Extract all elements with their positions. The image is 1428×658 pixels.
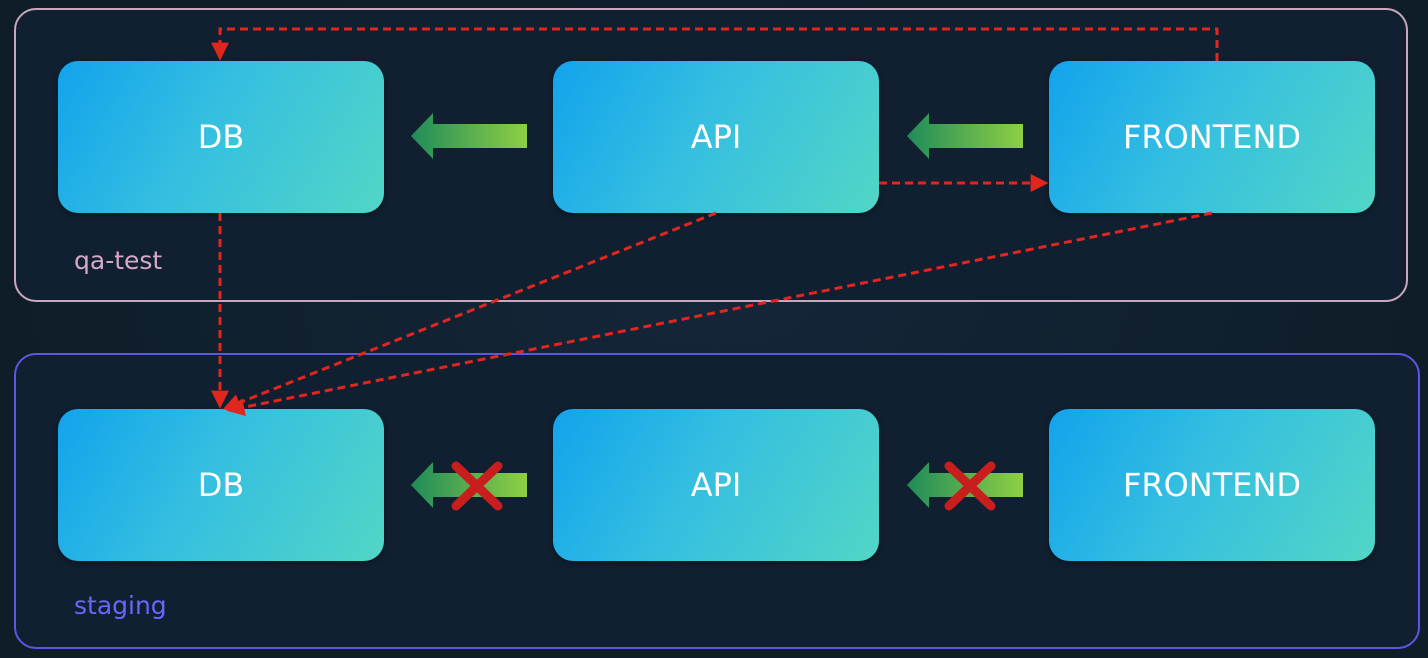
staging-api-label: API [690,466,742,504]
qa-db-node[interactable]: DB [58,61,384,213]
namespace-label-staging: staging [74,591,167,620]
qa-api-label: API [690,118,742,156]
staging-db-node[interactable]: DB [58,409,384,561]
staging-api-node[interactable]: API [553,409,879,561]
namespace-label-qa-test: qa-test [74,246,163,275]
qa-db-label: DB [197,118,245,156]
qa-api-node[interactable]: API [553,61,879,213]
qa-frontend-node[interactable]: FRONTEND [1049,61,1375,213]
staging-frontend-node[interactable]: FRONTEND [1049,409,1375,561]
staging-db-label: DB [197,466,245,504]
qa-frontend-label: FRONTEND [1122,118,1302,156]
staging-frontend-label: FRONTEND [1122,466,1302,504]
